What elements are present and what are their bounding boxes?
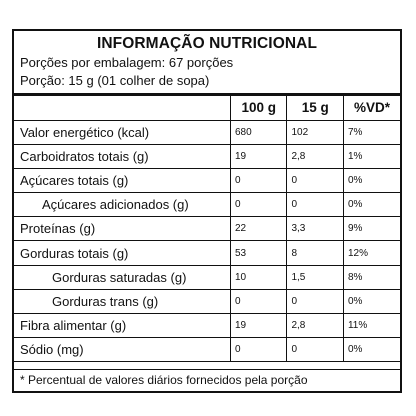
table-row: Gorduras trans (g) 0 0 0% [14,289,400,315]
value-100g: 0 [230,337,288,363]
table-row: Carboidratos totais (g) 19 2,8 1% [14,144,400,169]
value-15g: 3,3 [286,216,344,242]
value-15g: 0 [286,168,344,194]
value-vd: 12% [343,240,400,266]
value-100g: 0 [230,168,288,194]
value-100g: 19 [230,313,288,339]
servings-per-package: Porções por embalagem: 67 porções [20,55,234,70]
value-15g: 102 [286,120,344,145]
row-label: Valor energético (kcal) [14,120,231,145]
serving-size: Porção: 15 g (01 colher de sopa) [20,73,210,88]
header-row: 100 g 15 g %VD* [14,96,400,121]
value-100g: 680 [230,120,288,145]
value-15g: 0 [286,192,344,218]
value-vd: 9% [343,216,400,242]
value-15g: 0 [286,289,344,315]
value-100g: 0 [230,192,288,218]
value-15g: 2,8 [286,313,344,339]
value-vd: 0% [343,168,400,194]
value-15g: 8 [286,240,344,266]
value-100g: 10 [230,265,288,290]
table-row: Fibra alimentar (g) 19 2,8 11% [14,313,400,339]
row-label: Açúcares adicionados (g) [14,192,231,218]
value-vd: 0% [343,289,400,315]
nutrition-facts-panel: INFORMAÇÃO NUTRICIONAL Porções por embal… [12,29,402,393]
value-15g: 0 [286,337,344,363]
value-100g: 53 [230,240,288,266]
row-label: Proteínas (g) [14,216,231,242]
value-100g: 0 [230,289,288,315]
table-row: Sódio (mg) 0 0 0% [14,337,400,363]
row-label: Fibra alimentar (g) [14,313,231,339]
table-row: Proteínas (g) 22 3,3 9% [14,216,400,242]
header-15g: 15 g [286,96,344,121]
row-label: Gorduras trans (g) [14,289,231,315]
table-row: Valor energético (kcal) 680 102 7% [14,120,400,145]
footnote: * Percentual de valores diários fornecid… [20,373,308,387]
value-100g: 22 [230,216,288,242]
value-100g: 19 [230,144,288,169]
value-vd: 11% [343,313,400,339]
table-row: Açúcares totais (g) 0 0 0% [14,168,400,194]
value-vd: 0% [343,192,400,218]
value-vd: 1% [343,144,400,169]
thick-divider [14,93,400,96]
panel-title: INFORMAÇÃO NUTRICIONAL [96,35,318,52]
header-vd: %VD* [343,96,400,121]
row-label: Carboidratos totais (g) [14,144,231,169]
row-label: Gorduras saturadas (g) [14,265,231,290]
row-label: Açúcares totais (g) [14,168,231,194]
value-vd: 7% [343,120,400,145]
value-15g: 1,5 [286,265,344,290]
value-vd: 8% [343,265,400,290]
table-row: Gorduras totais (g) 53 8 12% [14,240,400,266]
header-100g: 100 g [230,96,288,121]
footnote-divider [14,369,400,370]
row-label: Sódio (mg) [14,337,231,363]
row-label: Gorduras totais (g) [14,240,231,266]
value-15g: 2,8 [286,144,344,169]
table-row: Açúcares adicionados (g) 0 0 0% [14,192,400,218]
value-vd: 0% [343,337,400,363]
header-label-empty [14,96,231,121]
table-row: Gorduras saturadas (g) 10 1,5 8% [14,265,400,290]
nutrition-table: 100 g 15 g %VD* Valor energético (kcal) … [14,96,400,363]
